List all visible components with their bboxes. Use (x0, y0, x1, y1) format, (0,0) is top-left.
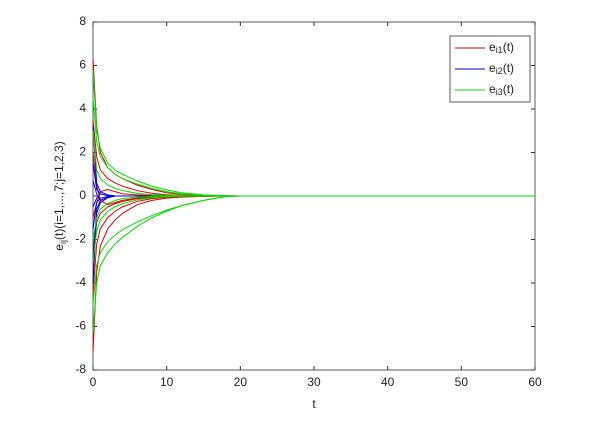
series-line (92, 195, 535, 284)
series-line (92, 195, 535, 240)
y-label-main: e (52, 244, 66, 251)
series-line (92, 195, 535, 334)
legend-sub: i2 (496, 66, 503, 76)
x-tick-label: 0 (90, 375, 97, 389)
legend-label: ei1(t) (489, 40, 514, 55)
x-tick-label: 50 (455, 375, 469, 389)
legend: ei1(t)ei2(t)ei3(t) (449, 35, 531, 103)
series-line (92, 126, 535, 197)
legend-main: e (489, 61, 496, 75)
legend-label: ei3(t) (489, 82, 514, 97)
series-line (92, 195, 535, 294)
y-tick-label: 2 (79, 145, 86, 159)
series-line (92, 195, 535, 353)
legend-rest: (t) (503, 61, 514, 75)
y-tick-label: 8 (79, 14, 86, 28)
legend-label: ei2(t) (489, 61, 514, 76)
x-axis-label: t (312, 397, 316, 411)
x-tick-label: 40 (381, 375, 395, 389)
y-label-sub: ij (58, 240, 68, 244)
series-line (92, 119, 535, 197)
x-tick-label: 60 (528, 375, 542, 389)
x-tick-label: 30 (307, 375, 321, 389)
series-line (92, 195, 535, 305)
x-tick-label: 10 (160, 375, 174, 389)
y-tick-label: -2 (75, 232, 86, 246)
series-line (92, 130, 535, 197)
series-line (92, 195, 535, 251)
y-axis-label: eij(t)(i=1,...,7;j=1,2,3) (52, 141, 68, 250)
series-line (92, 195, 535, 262)
y-tick-label: 0 (79, 188, 86, 202)
y-tick-label: -4 (75, 275, 86, 289)
legend-rest: (t) (503, 40, 514, 54)
legend-main: e (489, 82, 496, 96)
y-tick-label: -8 (75, 362, 86, 376)
x-tick-label: 20 (234, 375, 248, 389)
series-line (92, 195, 535, 229)
legend-main: e (489, 40, 496, 54)
y-tick-label: 6 (79, 58, 86, 72)
y-tick-label: 4 (79, 101, 86, 115)
series-line (92, 98, 535, 197)
legend-rest: (t) (503, 82, 514, 96)
legend-sub: i1 (496, 45, 503, 55)
legend-sub: i3 (496, 87, 503, 97)
y-label-rest: (t)(i=1,...,7;j=1,2,3) (52, 141, 66, 240)
y-tick-label: -6 (75, 319, 86, 333)
series-line (92, 195, 535, 262)
